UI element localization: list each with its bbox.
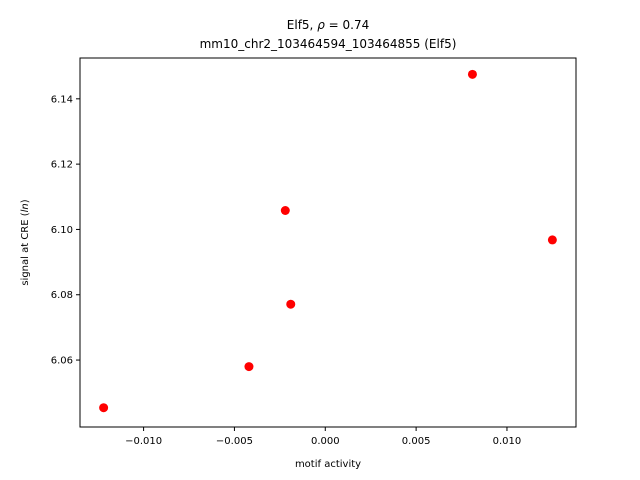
- y-tick-label: 6.10: [51, 225, 73, 236]
- points-layer: [99, 69, 557, 413]
- data-point: [280, 205, 290, 215]
- plot-area: [80, 58, 576, 427]
- x-axis-label: motif activity: [295, 459, 361, 470]
- y-axis-label: signal at CRE (ln): [20, 199, 31, 285]
- y-tick-label: 6.12: [51, 160, 73, 171]
- y-tick-label: 6.14: [51, 94, 73, 105]
- data-point: [244, 362, 254, 372]
- y-tick-label: 6.06: [51, 356, 73, 367]
- y-tick-label: 6.08: [51, 290, 73, 301]
- data-point: [99, 403, 109, 413]
- x-tick-label: −0.010: [125, 436, 162, 447]
- axes-frame: [79, 57, 577, 428]
- x-tick-label: −0.005: [216, 436, 253, 447]
- data-point: [286, 299, 296, 309]
- x-tick-label: 0.000: [311, 436, 340, 447]
- chart-title-line2: mm10_chr2_103464594_103464855 (Elf5): [200, 37, 457, 51]
- x-axis-ticks: −0.010 −0.005 0.000 0.005 0.010: [125, 427, 521, 447]
- x-tick-label: 0.005: [402, 436, 431, 447]
- y-axis-ticks: 6.06 6.08 6.10 6.12 6.14: [51, 94, 80, 367]
- data-point: [547, 235, 557, 245]
- chart-title-line1: Elf5, ρ = 0.74: [287, 18, 369, 32]
- data-point: [467, 69, 477, 79]
- plot-background: [80, 58, 576, 427]
- x-tick-label: 0.010: [493, 436, 522, 447]
